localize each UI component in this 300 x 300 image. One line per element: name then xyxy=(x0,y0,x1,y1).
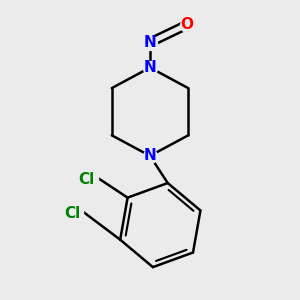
Text: Cl: Cl xyxy=(79,172,95,187)
Text: N: N xyxy=(144,148,156,164)
Text: Cl: Cl xyxy=(64,206,80,221)
Text: O: O xyxy=(180,17,193,32)
Text: N: N xyxy=(144,35,156,50)
Text: N: N xyxy=(144,60,156,75)
